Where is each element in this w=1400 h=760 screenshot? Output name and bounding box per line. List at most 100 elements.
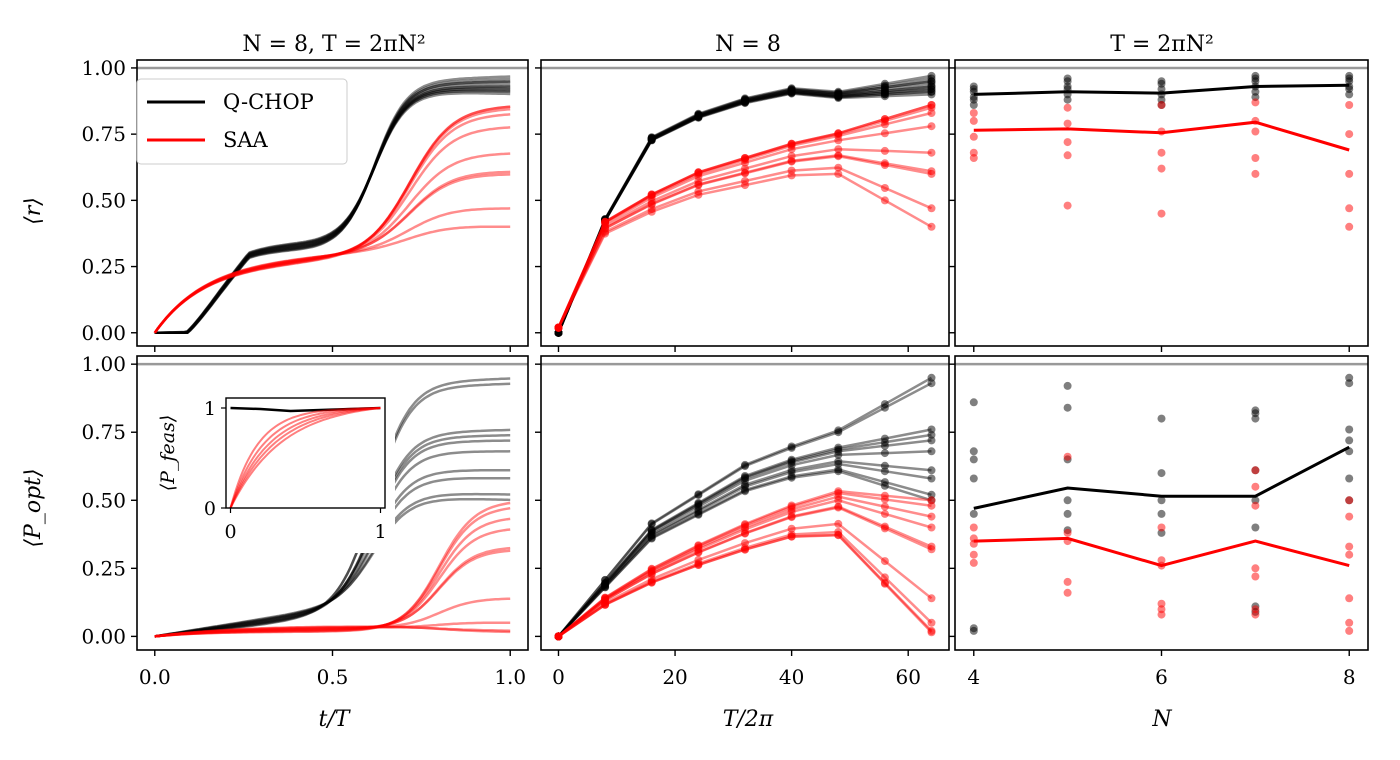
series-saa-point — [880, 579, 889, 588]
series-qchop-curve — [154, 92, 511, 335]
series-saa-point — [741, 545, 749, 554]
x-tick-label: 1.0 — [494, 665, 526, 689]
y-tick-label: 0.50 — [81, 488, 126, 512]
series-qchop-curve — [154, 469, 511, 638]
series-saa-point — [880, 146, 889, 155]
y-tick-label: 0.00 — [81, 624, 126, 648]
series-saa-point — [1345, 550, 1354, 559]
series-saa-point — [1251, 501, 1260, 510]
series-saa-point — [927, 169, 936, 178]
panel-popt-vs-time: 0.0 0.5 1.0 0.00 0.25 0.50 0.75 1.00 0 1 0 1 ⟨P_feas… — [81, 352, 529, 689]
series-qchop-curve — [154, 77, 511, 335]
series-saa-point — [601, 600, 610, 609]
legend: Q-CHOP SAA — [136, 78, 348, 165]
series-saa-point — [1345, 130, 1354, 139]
series-saa-point — [927, 618, 936, 627]
series-saa-point — [1251, 482, 1260, 491]
series-saa-point — [1157, 209, 1166, 218]
series-saa-point — [694, 181, 703, 189]
axes-frame — [540, 59, 950, 347]
series-saa-curve — [154, 517, 511, 638]
series-saa-line — [557, 495, 932, 638]
legend-saa-label: SAA — [223, 128, 269, 152]
series-saa-point — [1345, 594, 1354, 603]
series-saa-point — [880, 502, 889, 511]
series-saa-point — [741, 158, 749, 167]
axes-frame — [540, 355, 950, 651]
series-qchop-point — [741, 99, 749, 108]
series-saa-curve — [153, 225, 511, 334]
series-qchop-point — [787, 443, 796, 452]
series-qchop-curve — [154, 75, 511, 335]
legend-box — [136, 78, 348, 165]
x-tick-label: 6 — [1155, 665, 1168, 689]
series-saa-mean — [973, 120, 1350, 152]
series-qchop-point — [787, 473, 796, 482]
inset-feasibility: 0 1 0 1 ⟨P_feas⟩ — [157, 388, 395, 553]
series-saa-point — [1251, 610, 1260, 619]
inset-x-tick-label: 0 — [224, 521, 236, 543]
series-qchop-point — [969, 447, 978, 456]
series-qchop-point — [787, 89, 796, 98]
series-qchop-curve — [154, 492, 511, 638]
series-saa-point — [880, 524, 889, 533]
series-saa-curve — [153, 107, 511, 334]
series-saa-point — [1345, 512, 1354, 521]
series-qchop-point — [647, 136, 656, 145]
series-qchop-point — [969, 509, 978, 518]
series-saa-point — [1251, 466, 1260, 475]
series-saa-point — [1063, 119, 1072, 128]
series-saa-point — [1345, 626, 1354, 635]
ylabel-row1: ⟨r⟩ — [21, 197, 46, 225]
series-qchop-mean — [973, 445, 1350, 510]
series-saa-point — [969, 550, 978, 559]
series-qchop-point — [927, 379, 936, 388]
series-saa-point — [969, 116, 978, 125]
series-qchop-curve — [154, 82, 511, 335]
series-saa-curve — [153, 113, 511, 334]
series-saa-curve — [154, 506, 511, 638]
series-saa-point — [969, 154, 978, 162]
x-tick-label: 40 — [779, 665, 804, 689]
series-saa-curve — [153, 173, 511, 334]
series-saa-point — [1157, 101, 1166, 109]
series-saa-point — [927, 148, 936, 157]
series-qchop-point — [880, 449, 889, 458]
xlabel-col1: t/T — [319, 707, 352, 732]
series-qchop-point — [927, 430, 936, 439]
series-saa-point — [880, 495, 889, 504]
y-tick-label: 0.50 — [81, 188, 126, 212]
series-saa-curve — [154, 549, 511, 638]
series-saa-point — [1345, 496, 1354, 505]
series-qchop-point — [1063, 381, 1072, 390]
series-qchop-point — [1157, 509, 1166, 518]
x-tick-label: 20 — [662, 665, 687, 689]
series-qchop-curve — [154, 89, 511, 335]
y-tick-label: 0.00 — [81, 321, 126, 345]
x-tick-label: 8 — [1343, 665, 1356, 689]
ylabel-row2: ⟨P_opt⟩ — [21, 468, 46, 547]
inset-background — [186, 388, 395, 553]
series-saa-point — [834, 496, 843, 505]
series-saa-line — [557, 172, 933, 329]
series-qchop-point — [1345, 474, 1354, 483]
series-saa-point — [601, 229, 610, 238]
series-saa-point — [1157, 523, 1166, 532]
series-saa-point — [787, 157, 796, 166]
series-saa-point — [880, 573, 889, 582]
series-saa-point — [1345, 169, 1354, 178]
xlabel-col2: T/2π — [723, 707, 774, 732]
inset-y-tick-label: 1 — [204, 398, 216, 420]
series-saa-point — [1063, 588, 1072, 597]
series-qchop-point — [647, 520, 656, 529]
series-qchop-curve — [154, 450, 511, 638]
series-qchop-mean — [973, 83, 1350, 96]
x-tick-label: 0.5 — [317, 665, 349, 689]
series-saa-point — [927, 545, 936, 554]
series-saa-line — [557, 489, 932, 638]
series-qchop-point — [1345, 425, 1354, 434]
series-saa-point — [834, 152, 843, 161]
series-saa-point — [694, 561, 703, 569]
series-qchop-point — [880, 92, 889, 101]
panel-title-col2: N = 8 — [715, 32, 781, 57]
